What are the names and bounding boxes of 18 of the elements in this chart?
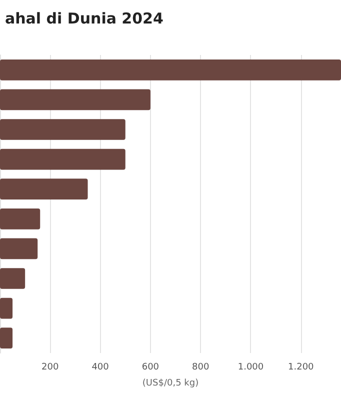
bar — [0, 89, 150, 110]
bar — [0, 298, 13, 319]
x-tick-label: 800 — [192, 362, 210, 372]
bar — [0, 178, 88, 200]
x-tick-label: 1.000 — [238, 362, 264, 372]
bar — [0, 328, 13, 349]
x-tick-label: 1.200 — [288, 362, 314, 372]
bar — [0, 119, 126, 140]
bar — [0, 208, 40, 230]
x-tick-label: 200 — [42, 362, 60, 372]
x-axis-title: (US$/0,5 kg) — [142, 378, 199, 388]
bar — [0, 238, 38, 260]
x-tick-label: 400 — [92, 362, 110, 372]
chart-title: ahal di Dunia 2024 — [5, 10, 164, 28]
x-tick-label: 600 — [142, 362, 160, 372]
bar — [0, 268, 26, 289]
bar — [0, 59, 341, 80]
bar — [0, 148, 126, 170]
